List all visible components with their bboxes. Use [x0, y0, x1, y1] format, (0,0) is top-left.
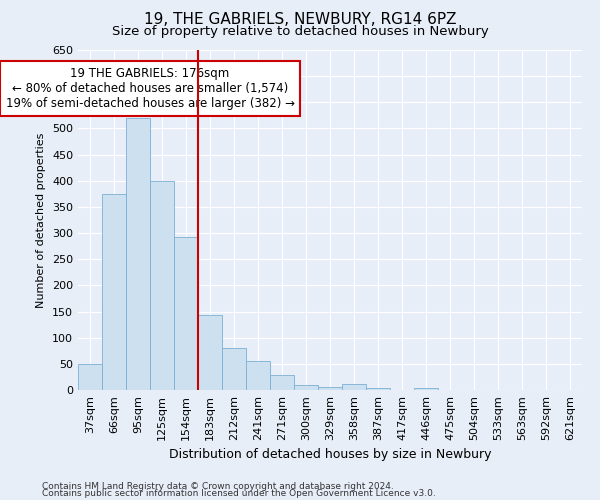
Bar: [150, 181, 174, 390]
Bar: [270, 376, 294, 390]
Bar: [366, 388, 390, 390]
Bar: [126, 118, 150, 390]
Bar: [174, 236, 198, 390]
Bar: [318, 388, 342, 390]
Bar: [198, 315, 222, 390]
Bar: [246, 361, 270, 390]
Text: 19 THE GABRIELS: 176sqm
← 80% of detached houses are smaller (1,574)
19% of semi: 19 THE GABRIELS: 176sqm ← 80% of detache…: [5, 66, 295, 110]
Y-axis label: Number of detached properties: Number of detached properties: [37, 132, 46, 308]
Bar: [222, 348, 246, 390]
Text: Contains HM Land Registry data © Crown copyright and database right 2024.: Contains HM Land Registry data © Crown c…: [42, 482, 394, 491]
X-axis label: Distribution of detached houses by size in Newbury: Distribution of detached houses by size …: [169, 448, 491, 461]
Text: 19, THE GABRIELS, NEWBURY, RG14 6PZ: 19, THE GABRIELS, NEWBURY, RG14 6PZ: [144, 12, 456, 28]
Bar: [342, 384, 366, 390]
Bar: [294, 385, 318, 390]
Bar: [102, 194, 126, 390]
Text: Size of property relative to detached houses in Newbury: Size of property relative to detached ho…: [112, 25, 488, 38]
Text: Contains public sector information licensed under the Open Government Licence v3: Contains public sector information licen…: [42, 489, 436, 498]
Bar: [78, 364, 102, 390]
Bar: [414, 388, 438, 390]
